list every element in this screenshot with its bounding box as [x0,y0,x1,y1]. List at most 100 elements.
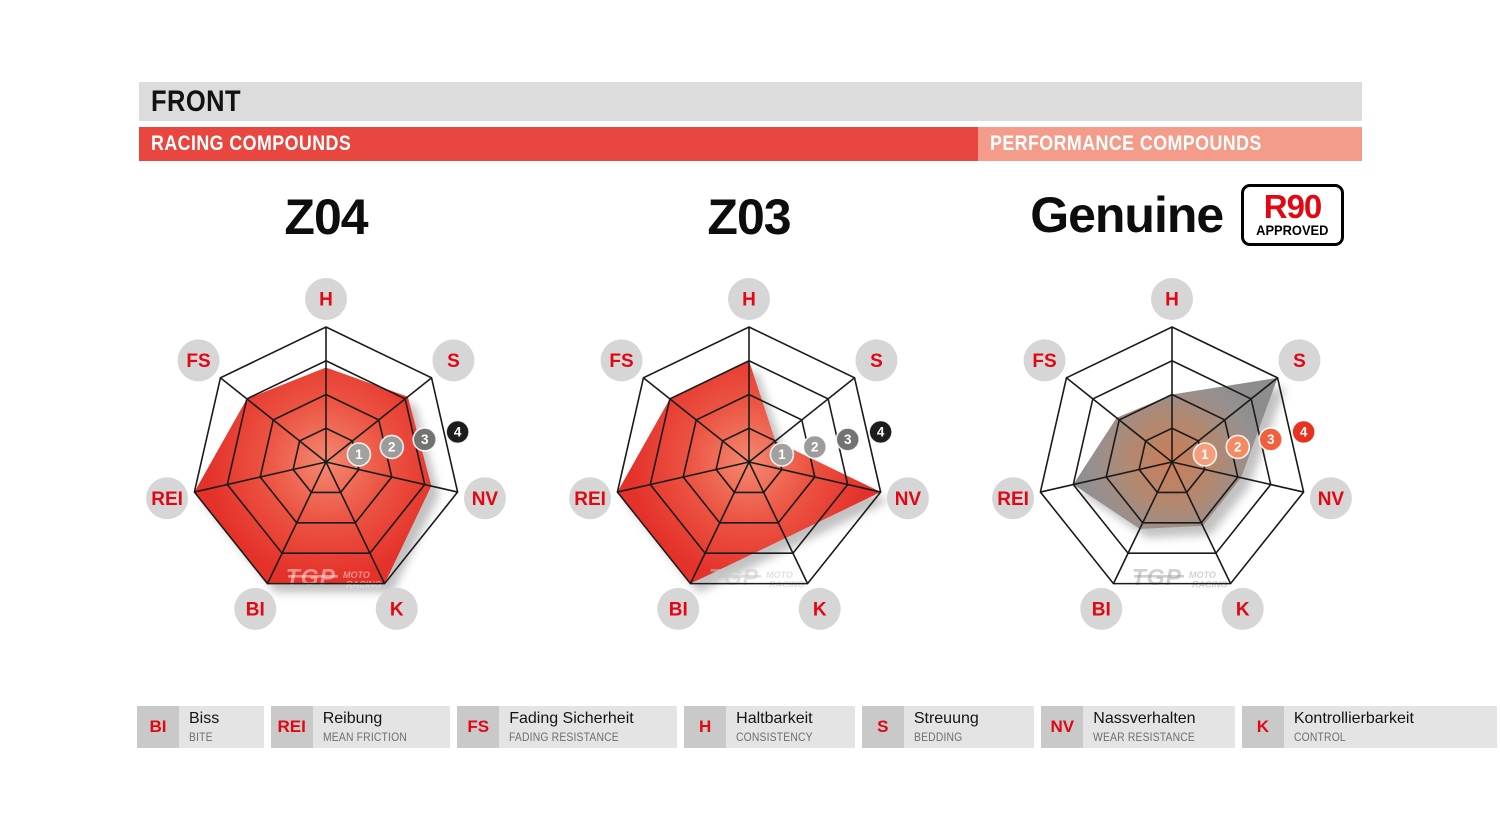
legend-english-name: CONSISTENCY [736,732,813,745]
scale-marker-2: 2 [379,434,405,460]
axis-label-circle [177,339,220,382]
axis-label-text: K [1236,600,1250,621]
scale-marker-4: 4 [1291,419,1316,445]
radar-grid [193,326,459,585]
axis-label-s: S [432,339,475,382]
legend-names-fs: Fading Sicherheit FADING RESISTANCE [499,706,678,748]
axis-label-circle [305,278,347,320]
compound-title-genuine: Genuine [1030,187,1224,243]
svg-text:MOTO: MOTO [343,570,370,580]
axis-label-text: BI [246,600,265,621]
axis-label-text: S [1293,351,1306,372]
axis-label-circle [886,477,929,520]
axis-label-circle [1278,339,1321,382]
axis-spoke-bi [266,461,327,584]
axis-label-text: REI [574,489,606,510]
scale-marker-1: 1 [346,442,372,467]
scale-marker-circle [379,434,405,460]
scale-marker-circle [769,442,795,467]
legend-english-name: BITE [189,732,213,745]
scale-marker-circle [802,434,828,460]
legend-abbr-nv: NV [1041,706,1084,748]
scale-marker-number: 2 [1234,440,1242,455]
legend-german-name: Nassverhalten [1093,710,1196,727]
grid-ring-2 [682,393,816,524]
legend-abbr-rei: REI [270,706,313,748]
legend-names-h: Haltbarkeit CONSISTENCY [726,706,855,748]
axis-label-fs: FS [1023,339,1066,382]
axis-label-nv: NV [1309,477,1352,520]
scale-marker-2: 2 [1225,434,1251,460]
radar-chart-genuine: TGP MOTO RACING 1 2 3 4 H S NV K BI REI FS [982,272,1362,672]
axis-label-k: K [1221,587,1264,630]
grid-ring-3 [1072,359,1272,555]
svg-text:TGP: TGP [286,564,336,590]
scale-marker-1: 1 [1192,442,1218,467]
scale-marker-3: 3 [412,427,438,452]
racing-compounds-label: RACING COMPOUNDS [151,132,352,155]
axis-label-circle [1309,477,1352,520]
axis-spoke-k [748,461,809,584]
radar-chart-z03: TGP MOTO RACING 1 2 3 4 H S NV K BI REI FS [559,272,939,672]
axis-label-circle [1151,278,1193,320]
axis-spoke-nv [1171,461,1304,493]
scale-marker-3: 3 [835,427,861,452]
grid-ring-4 [616,326,882,585]
legend-english-name: FADING RESISTANCE [509,732,620,745]
scale-marker-number: 1 [778,447,786,462]
axis-label-circle [1080,587,1123,630]
axis-label-s: S [1278,339,1321,382]
scale-marker-circle [412,427,438,452]
axis-label-circle [463,477,506,520]
axis-label-h: H [1151,278,1193,320]
scale-marker-number: 2 [388,440,396,455]
scale-marker-circle [1225,434,1251,460]
legend-german-name: Reibung [322,710,383,727]
compound-title-genuine-row: Genuine R90 APPROVED [982,182,1392,248]
axis-label-text: FS [186,351,210,372]
z04-data-polygon [194,367,432,584]
grid-ring-2 [1105,393,1239,524]
r90-badge-title: R90 [1263,188,1323,225]
axis-label-rei: REI [992,477,1035,520]
legend-item-rei: REI Reibung MEAN FRICTION [270,706,451,748]
scale-marker-circle [868,419,893,445]
grid-ring-2 [259,393,393,524]
svg-text:RACING: RACING [1192,580,1228,590]
axis-label-nv: NV [463,477,506,520]
scale-marker-number: 4 [877,425,885,440]
axis-label-text: H [319,290,333,311]
axis-spoke-s [325,377,433,463]
legend-item-fs: FS Fading Sicherheit FADING RESISTANCE [457,706,678,748]
axis-spoke-s [748,377,856,463]
r90-badge-subtitle: APPROVED [1256,222,1329,238]
axis-spoke-bi [1112,461,1173,584]
axis-label-text: FS [1032,351,1056,372]
scale-marker-2: 2 [802,434,828,460]
legend-names-nv: Nassverhalten WEAR RESISTANCE [1083,706,1235,748]
legend-abbr-s: S [861,706,904,748]
legend-abbr-h: H [684,706,727,748]
axis-label-text: NV [895,489,922,510]
axis-label-circle [146,477,189,520]
axis-spoke-k [325,461,386,584]
axis-label-bi: BI [657,587,700,630]
axis-label-text: H [742,290,756,311]
axis-label-circle [375,587,418,630]
axis-label-fs: FS [177,339,220,382]
svg-text:MOTO: MOTO [766,570,793,580]
axis-label-circle [234,587,277,630]
axis-spoke-k [1171,461,1232,584]
svg-text:TGP: TGP [1132,564,1182,590]
axis-spoke-fs [642,377,750,463]
axis-label-text: BI [1092,600,1111,621]
scale-marker-circle [1291,419,1316,445]
svg-text:RACING: RACING [769,580,805,590]
axis-label-text: BI [669,600,688,621]
scale-marker-number: 4 [1300,425,1308,440]
scale-marker-circle [835,427,861,452]
